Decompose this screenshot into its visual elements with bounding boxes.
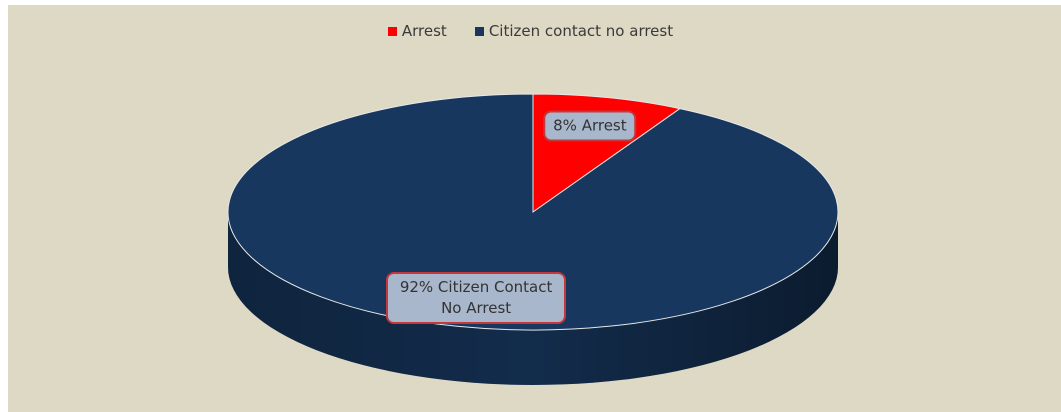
data-label: 92% Citizen Contact No Arrest [386,271,567,324]
legend-item: Citizen contact no arrest [474,22,674,40]
legend-label: Citizen contact no arrest [488,22,674,40]
legend-item: Arrest [387,22,447,40]
pie-slice [227,93,839,331]
pie-side-shade [228,212,838,385]
legend-swatch [474,26,484,36]
legend: Arrest Citizen contact no arrest [0,22,1061,40]
legend-swatch [387,26,397,36]
legend-label: Arrest [401,22,447,40]
data-label: 8% Arrest [543,110,637,142]
